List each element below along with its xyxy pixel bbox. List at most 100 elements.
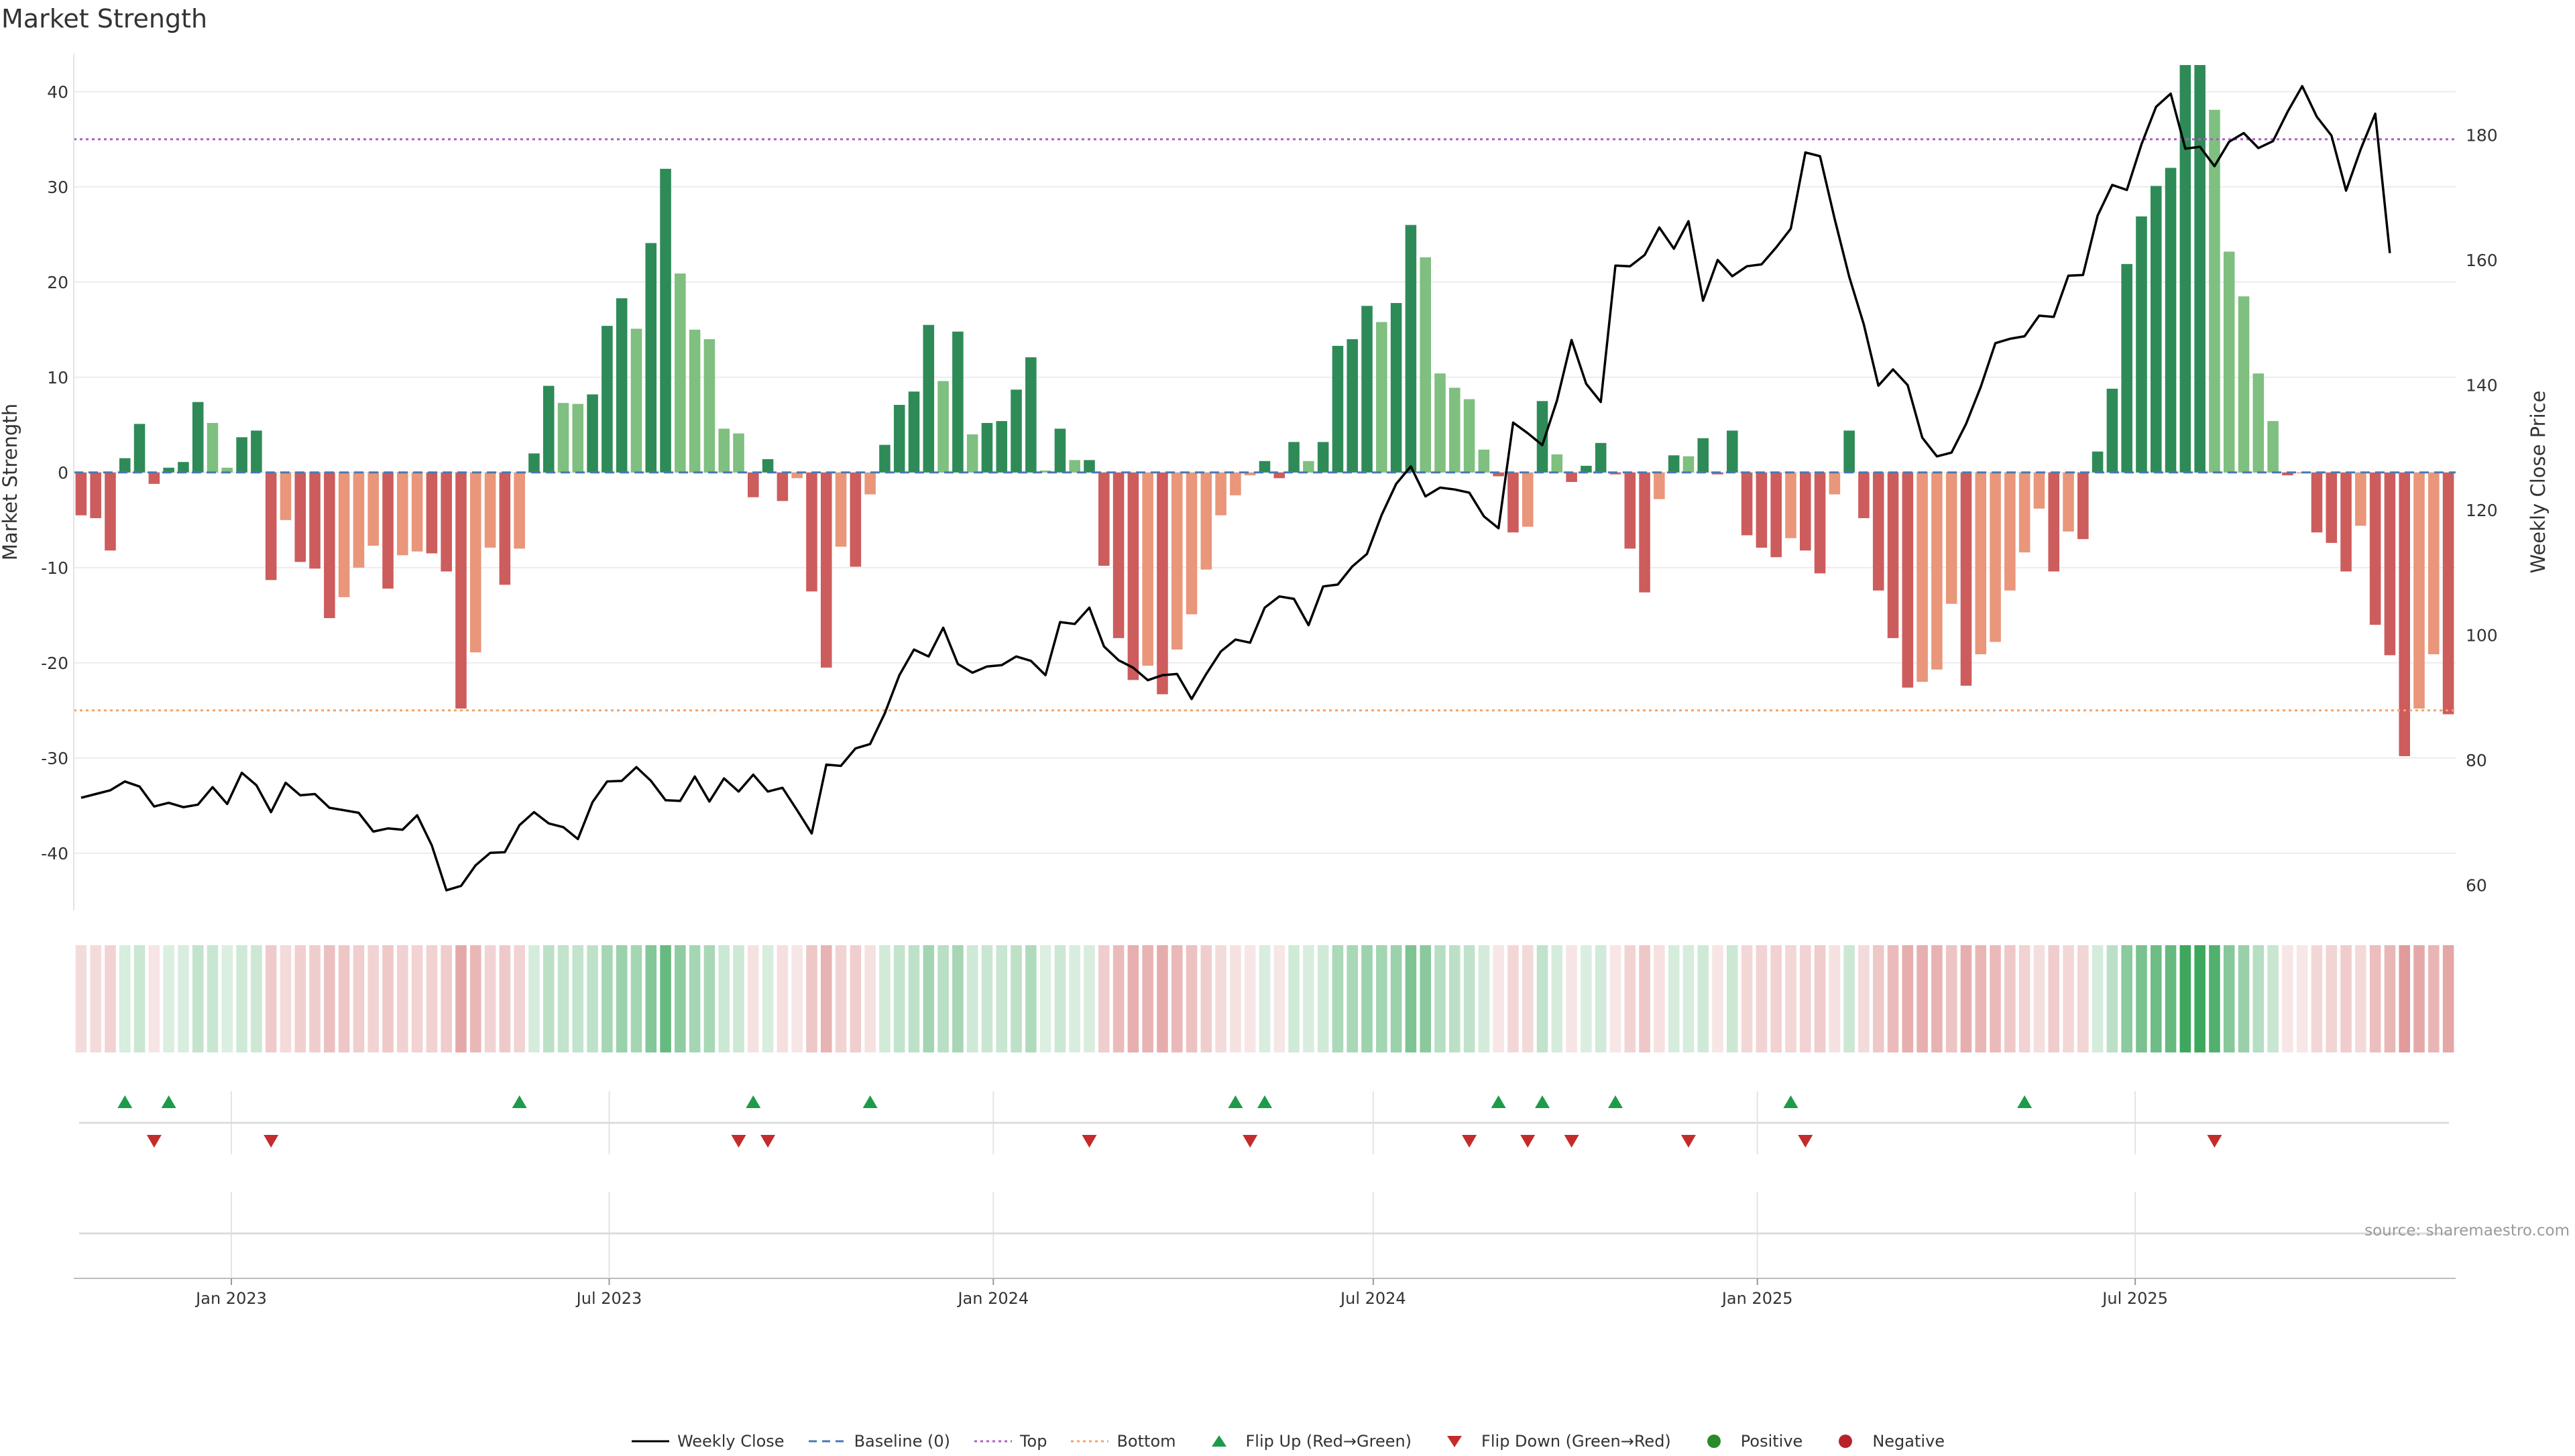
heat-cell [251,945,262,1052]
y2-tick-label: 60 [2466,876,2487,896]
source-label: source: sharemaestro.com [2364,1222,2570,1239]
heat-cell [2311,945,2323,1052]
strength-bar [1872,472,1884,591]
strength-bar [1390,303,1402,473]
heat-cell [1960,945,1972,1052]
heat-cell [1595,945,1607,1052]
strength-bar [1215,472,1226,515]
y-tick-label: 40 [47,82,68,102]
strength-bar [2165,168,2177,473]
strength-bar [2018,472,2030,553]
heat-cell [630,945,642,1052]
heat-cell [1361,945,1373,1052]
y-axis-label: Market Strength [0,404,21,560]
weekly-close-polyline [80,84,2391,892]
heat-cell [2296,945,2308,1052]
strength-bar [2033,472,2045,509]
legend: Weekly Close Baseline (0) Top Bottom Flip Up… [0,1427,2575,1456]
heat-cell [1727,945,1738,1052]
flip-up-marker [1491,1095,1506,1108]
strength-bar [1682,456,1695,473]
heat-cell [1770,945,1782,1052]
strength-bar [469,472,481,653]
heat-cell [2369,945,2381,1052]
heat-cell [1200,945,1212,1052]
heat-cell [2179,945,2191,1052]
y2-tick-label: 140 [2466,375,2498,395]
heat-cell [1536,945,1548,1052]
heat-cell [148,945,160,1052]
heat-cell [75,945,87,1052]
strength-bar [1551,454,1563,473]
heat-cell [1303,945,1314,1052]
heat-cell [733,945,744,1052]
flip-down-marker [1082,1135,1097,1148]
heat-cell [441,945,452,1052]
legend-label: Weekly Close [677,1432,785,1451]
heat-cell [1566,945,1577,1052]
strength-bar [2092,451,2104,473]
strength-bar [777,472,789,501]
flip-down-marker [731,1135,746,1148]
strength-bar [1230,472,1241,495]
heat-cell [163,945,174,1052]
y-tick-label: 0 [58,463,68,483]
strength-bar [105,472,116,551]
strength-bar [1902,472,1914,688]
strength-bar [455,472,467,709]
strength-bar [148,472,160,484]
strength-bar [119,458,131,473]
strength-bar [1449,387,1461,473]
strength-bar [1259,461,1271,473]
strength-bar [1595,442,1607,473]
axes: 403020100-10-20-30-401801601401201008060… [0,54,2550,910]
strength-bar [630,328,642,473]
strength-bar [2369,472,2381,625]
strength-bar [1332,345,1344,473]
heat-cell [1975,945,1987,1052]
strength-bar [762,459,774,473]
heat-cell [1463,945,1475,1052]
heat-cell [484,945,496,1052]
legend-swatch [1707,1435,1721,1448]
heat-cell [2165,945,2177,1052]
heat-cell [2106,945,2118,1052]
x-tick-label: Jan 2024 [956,1289,1029,1308]
heat-cell [2136,945,2147,1052]
heat-cell [353,945,365,1052]
flip-down-marker [1520,1135,1536,1148]
heat-cell [1376,945,1387,1052]
strength-bar [1273,472,1285,479]
y-tick-label: -20 [41,654,68,673]
heat-cell [1259,945,1271,1052]
strength-bar [2340,472,2352,572]
heat-cell [850,945,862,1052]
strength-bar [1069,460,1080,473]
strength-bar [2004,472,2016,591]
heat-cell [192,945,204,1052]
heat-cell [1551,945,1563,1052]
x-tick-label: Jan 2023 [194,1289,267,1308]
heat-cell [1682,945,1695,1052]
strength-bar [1756,472,1768,548]
heat-cell [1756,945,1768,1052]
strength-bar [2399,472,2411,756]
legend-swatch [974,1440,1012,1443]
heat-cell [1273,945,1285,1052]
strength-bar [207,422,219,473]
strength-bar [1536,401,1548,473]
heat-cell [966,945,978,1052]
y-tick-label: -30 [41,749,68,768]
heat-cell [908,945,920,1052]
strength-bar [675,274,686,473]
heat-cell [294,945,306,1052]
flip-down-marker [1564,1135,1579,1148]
flip-up-marker [746,1095,761,1108]
strength-bar [1522,472,1534,527]
strength-bar [645,243,657,473]
strength-bar [2194,65,2206,473]
legend-swatch [808,1440,846,1443]
strength-bar [1317,442,1329,473]
flip-markers-panel [79,1091,2449,1277]
strength-bar [367,472,380,546]
